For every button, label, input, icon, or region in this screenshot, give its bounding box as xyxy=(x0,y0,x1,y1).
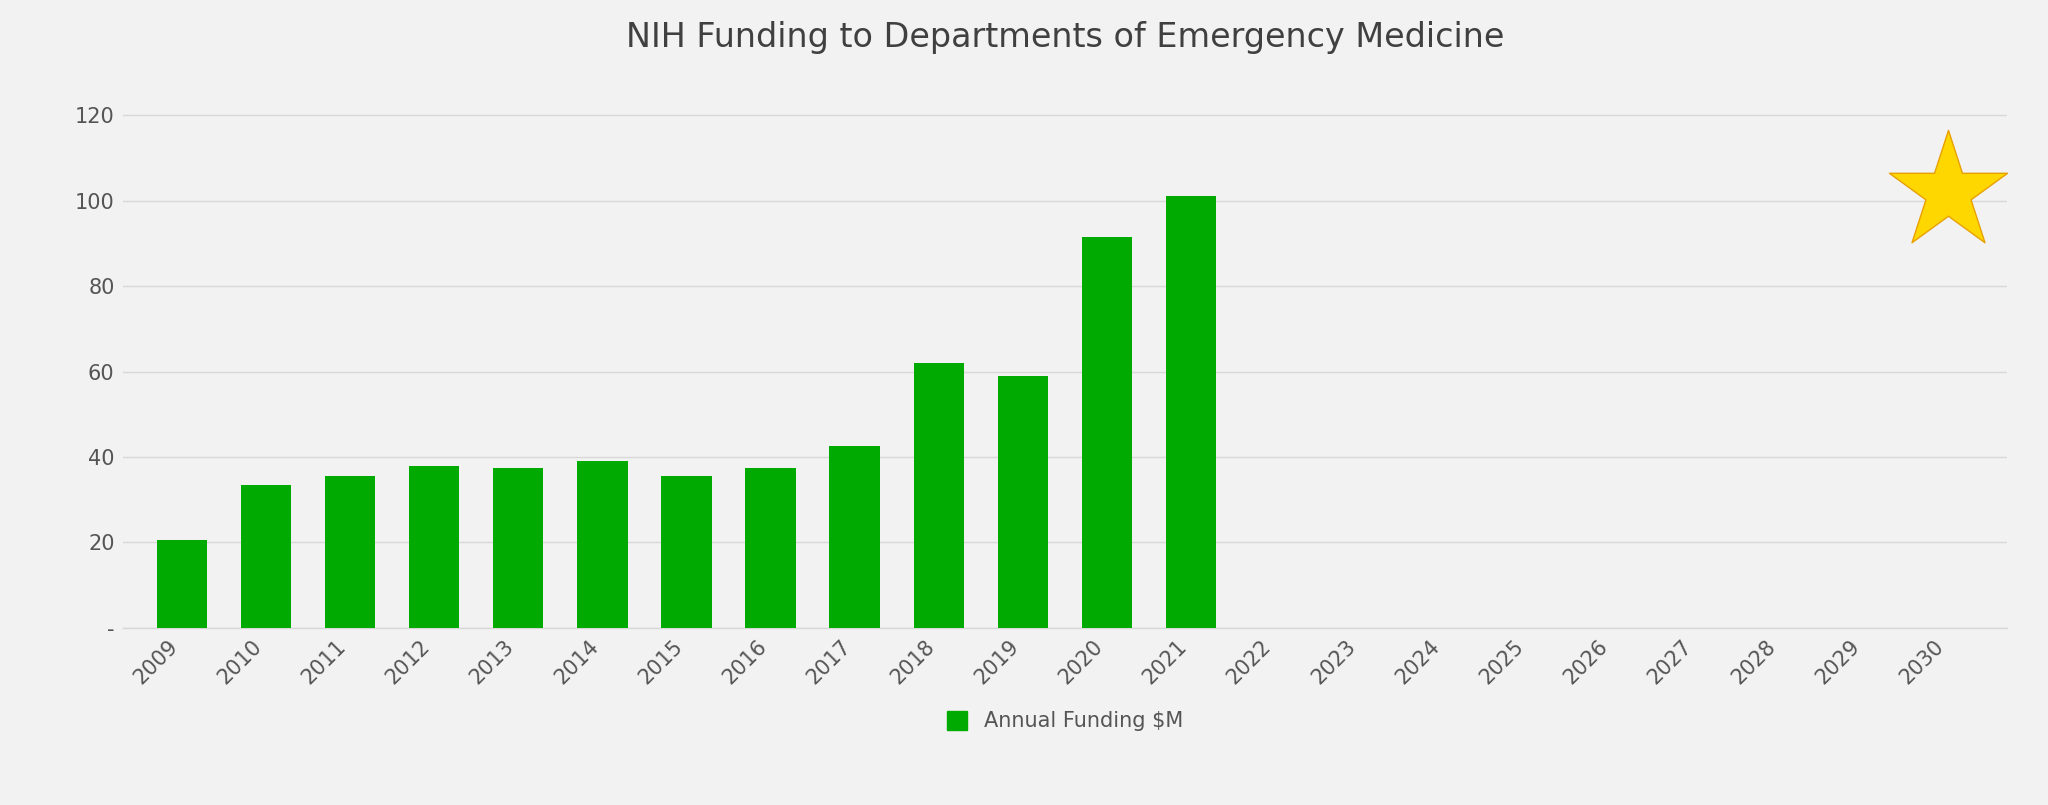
Title: NIH Funding to Departments of Emergency Medicine: NIH Funding to Departments of Emergency … xyxy=(627,22,1503,55)
Bar xyxy=(242,485,291,628)
Legend: Annual Funding $M: Annual Funding $M xyxy=(938,703,1192,740)
Bar xyxy=(578,461,627,628)
Bar xyxy=(829,446,881,628)
Bar xyxy=(745,468,797,628)
Bar xyxy=(997,376,1049,628)
Bar xyxy=(662,477,713,628)
Bar xyxy=(913,363,965,628)
Bar xyxy=(494,468,543,628)
Bar xyxy=(1165,196,1217,628)
Bar xyxy=(1081,237,1133,628)
Bar xyxy=(156,540,207,628)
Bar xyxy=(326,477,375,628)
Bar xyxy=(410,465,459,628)
Point xyxy=(1931,186,1964,199)
